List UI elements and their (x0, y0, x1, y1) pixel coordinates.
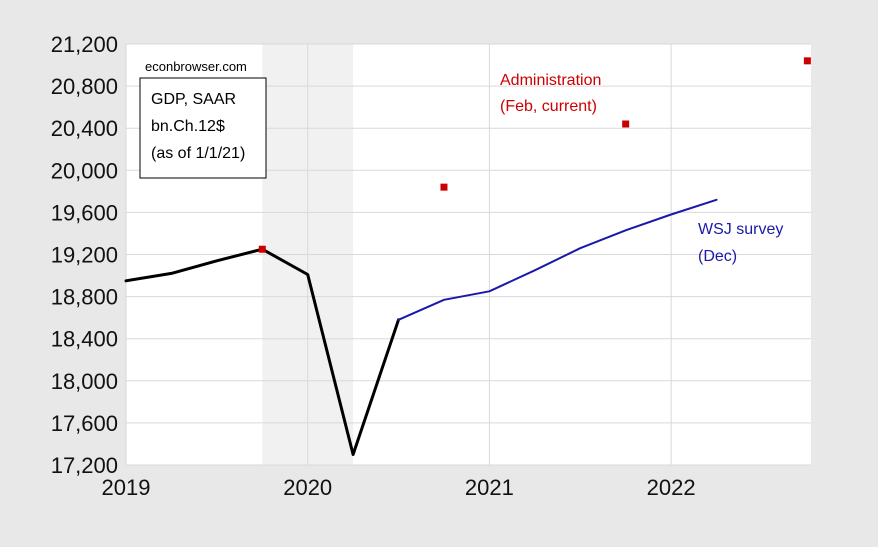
info-box-line-3: (as of 1/1/21) (151, 145, 245, 162)
administration-sublabel: (Feb, current) (500, 98, 597, 115)
wsj-survey-sublabel: (Dec) (698, 248, 737, 265)
x-tick-label: 2022 (647, 475, 696, 500)
y-tick-label: 20,400 (51, 116, 118, 141)
administration-marker (440, 183, 448, 191)
y-tick-label: 18,000 (51, 369, 118, 394)
x-tick-label: 2019 (102, 475, 151, 500)
y-axis-tick-labels: 17,200 17,600 18,000 18,400 18,800 19,200 19,6… (51, 32, 118, 478)
x-tick-label: 2020 (283, 475, 332, 500)
info-box: GDP, SAAR bn.Ch.12$ (as of 1/1/21) (139, 77, 267, 179)
info-box-line-1: GDP, SAAR (151, 91, 236, 108)
x-tick-label: 2021 (465, 475, 514, 500)
y-tick-label: 19,600 (51, 200, 118, 225)
administration-marker (803, 57, 811, 65)
series (124, 57, 811, 456)
administration-marker (258, 245, 266, 253)
y-tick-label: 20,000 (51, 158, 118, 183)
administration-label: Administration (500, 72, 601, 89)
y-tick-label: 21,200 (51, 32, 118, 57)
info-box-line-2: bn.Ch.12$ (151, 118, 225, 135)
source-label: econbrowser.com (145, 59, 247, 74)
y-tick-label: 17,200 (51, 453, 118, 478)
y-tick-label: 19,200 (51, 243, 118, 268)
y-tick-label: 18,800 (51, 285, 118, 310)
y-tick-label: 17,600 (51, 411, 118, 436)
administration-marker (622, 120, 630, 128)
wsj-survey-label: WSJ survey (698, 221, 783, 238)
x-axis-tick-labels: 2019 2020 2021 2022 (102, 475, 696, 500)
y-tick-label: 20,800 (51, 74, 118, 99)
wsj-survey-line (397, 198, 718, 321)
y-tick-label: 18,400 (51, 327, 118, 352)
